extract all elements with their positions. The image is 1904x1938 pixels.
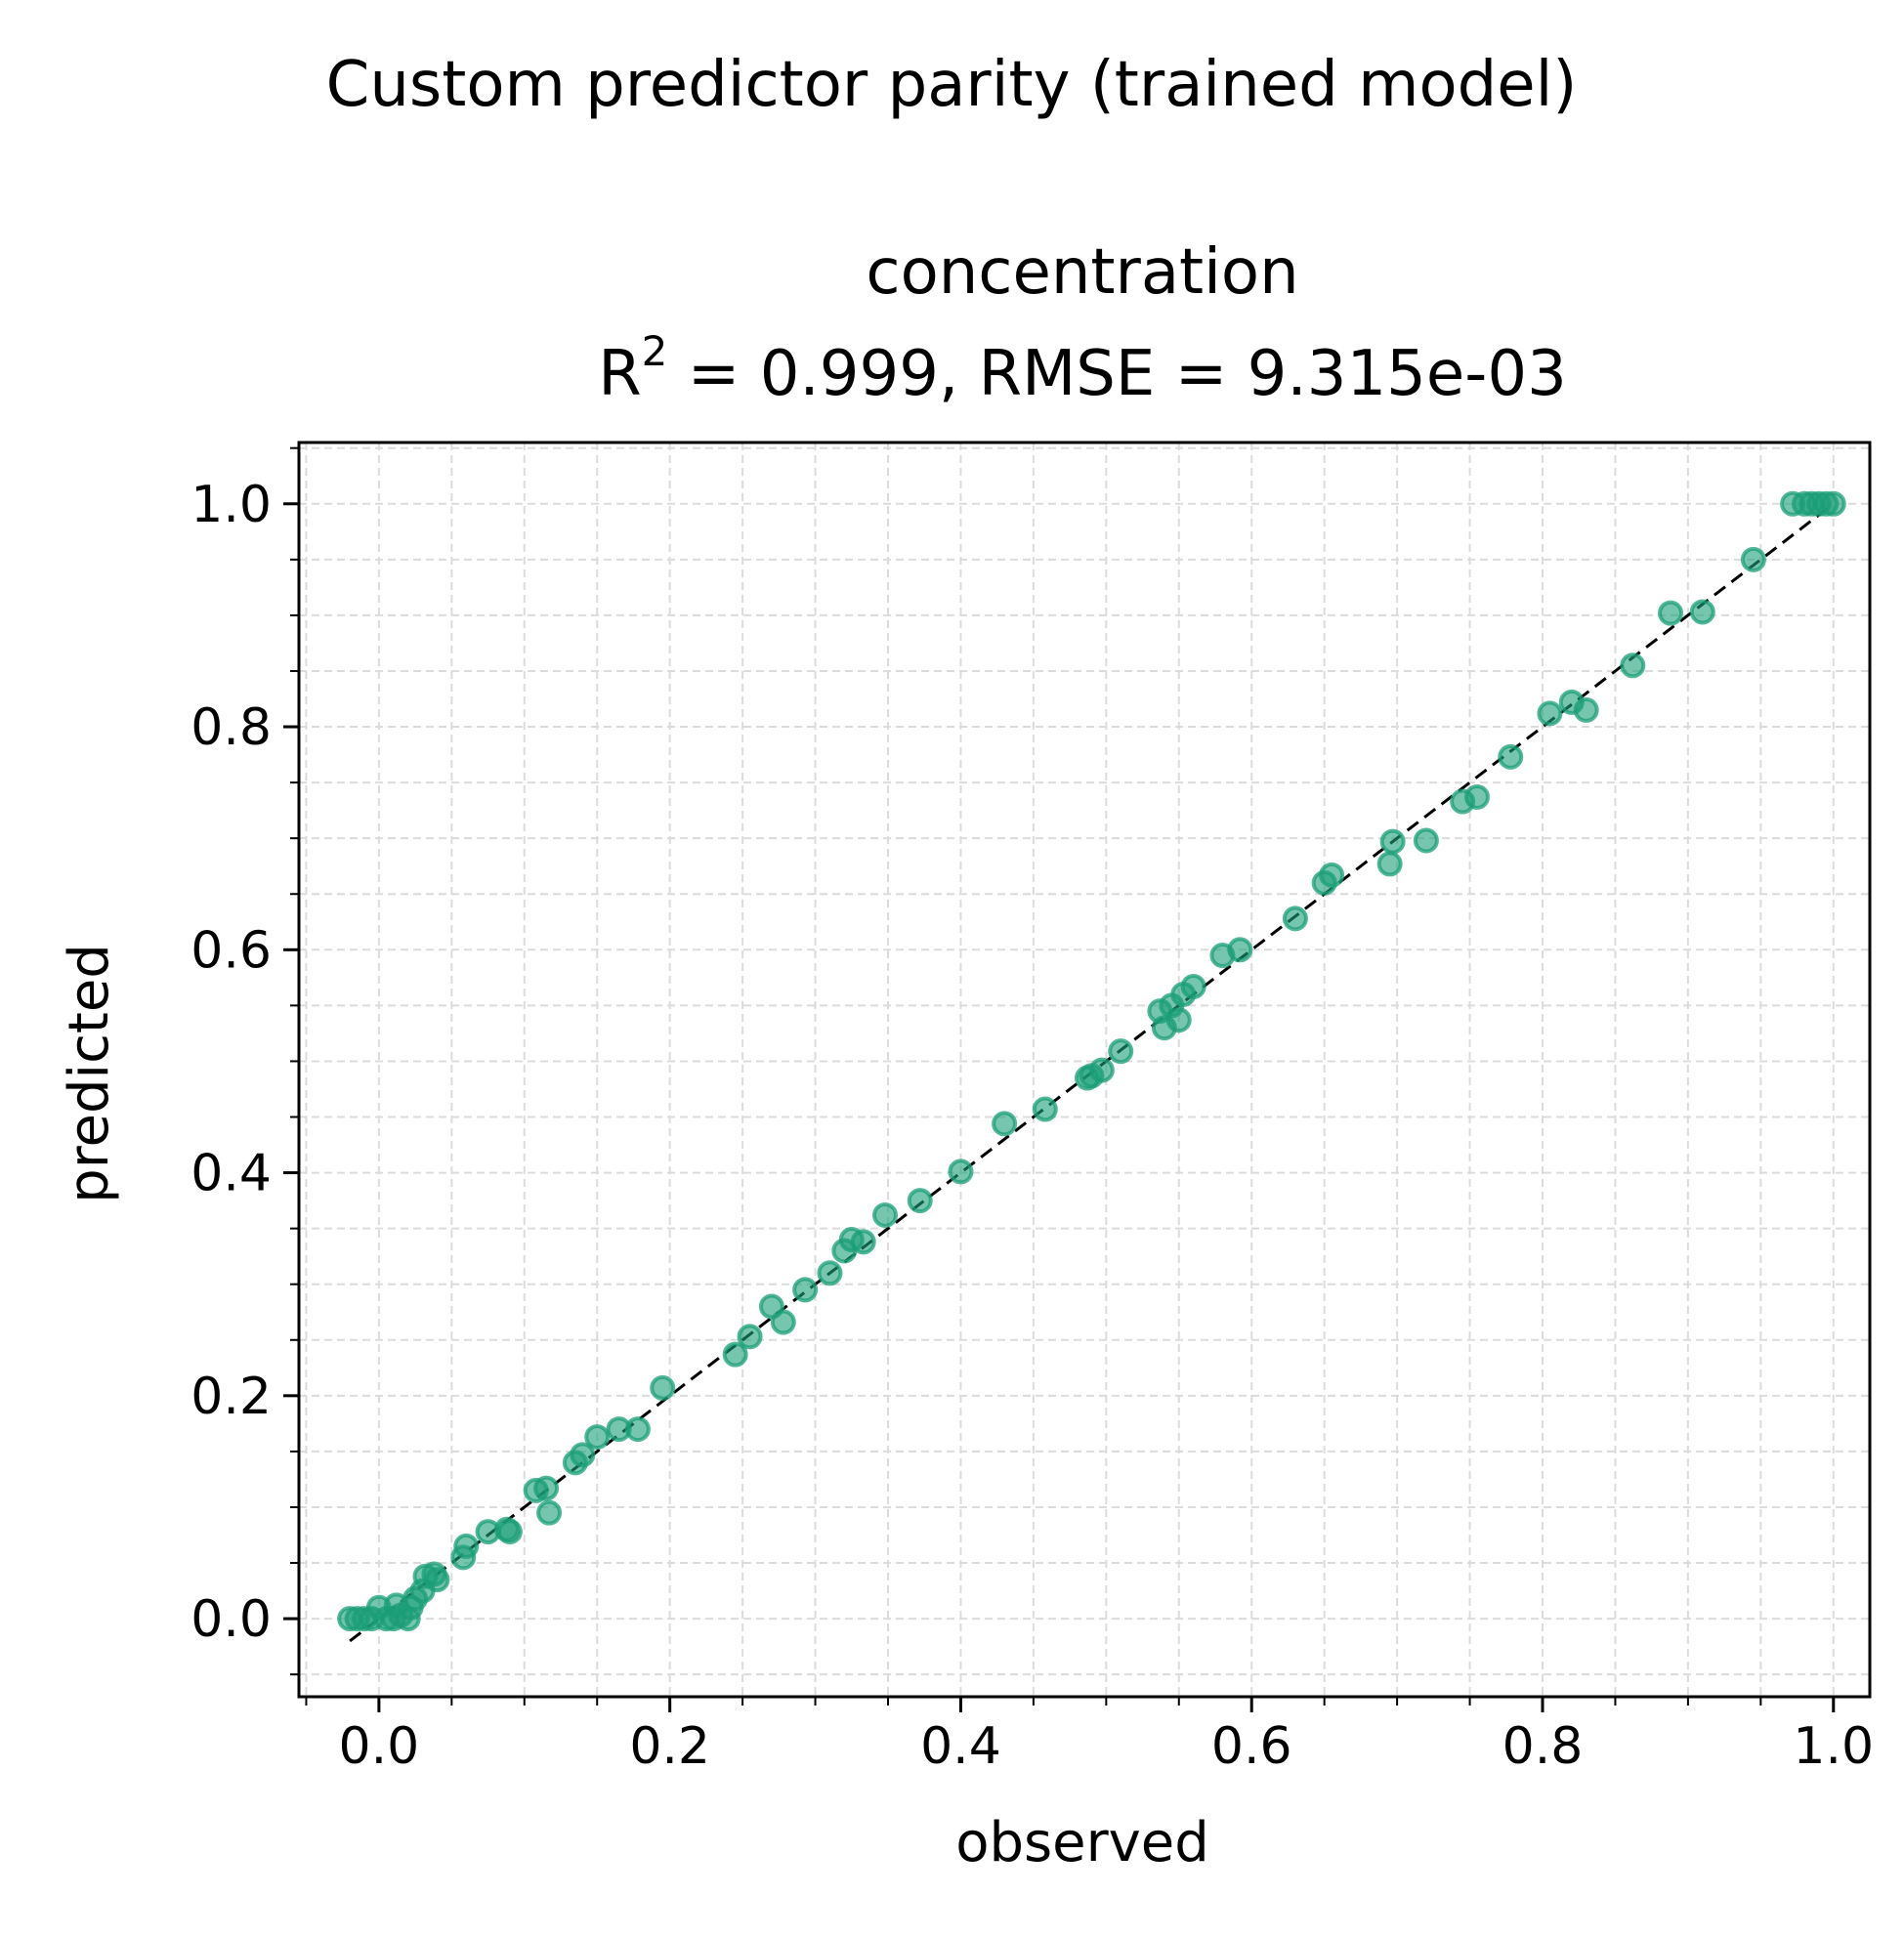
data-point <box>1620 653 1646 679</box>
y-tick-label: 0.6 <box>190 921 272 980</box>
data-point <box>496 1519 523 1545</box>
data-point <box>1032 1096 1058 1122</box>
data-point <box>570 1442 596 1468</box>
y-tick-label: 0.8 <box>190 698 272 757</box>
data-point <box>536 1499 563 1526</box>
axes <box>297 441 1872 1699</box>
data-point <box>1658 600 1684 626</box>
data-point <box>872 1201 899 1228</box>
data-point <box>1573 696 1599 723</box>
data-point <box>1464 783 1490 810</box>
data-point <box>1537 700 1563 727</box>
x-tick-label: 0.2 <box>629 1717 710 1776</box>
x-axis-label: observed <box>955 1811 1209 1875</box>
data-point <box>992 1111 1018 1137</box>
x-tick-label: 0.8 <box>1502 1717 1584 1776</box>
data-point <box>1180 973 1206 999</box>
subtitle-superscript: 2 <box>642 327 668 375</box>
data-point <box>1282 906 1308 932</box>
data-point <box>1319 862 1345 888</box>
data-point <box>792 1277 819 1303</box>
data-point <box>1376 851 1403 877</box>
data-point <box>650 1374 676 1401</box>
data-point <box>850 1229 876 1255</box>
data-points <box>337 490 1846 1632</box>
chart-title: concentration <box>866 236 1298 309</box>
subtitle-stats: = 0.999, RMSE = 9.315e-03 <box>667 338 1566 410</box>
data-point <box>533 1475 560 1501</box>
data-point <box>1740 546 1766 572</box>
plot-frame <box>297 441 1872 1699</box>
data-point <box>1165 1007 1192 1033</box>
data-point <box>948 1159 974 1185</box>
data-point <box>453 1533 480 1559</box>
data-point <box>584 1424 611 1451</box>
data-point <box>1498 743 1524 770</box>
y-axis-label: predicted <box>58 944 121 1203</box>
data-point <box>770 1309 796 1335</box>
y-tick-label: 0.2 <box>190 1368 272 1426</box>
data-point <box>737 1324 763 1350</box>
data-point <box>424 1567 450 1593</box>
data-point <box>1227 937 1253 963</box>
chart-subtitle: R2 = 0.999, RMSE = 9.315e-03 <box>598 327 1567 410</box>
figure-title: Custom predictor parity (trained model) <box>326 49 1578 121</box>
x-tick-label: 0.6 <box>1211 1717 1292 1776</box>
data-point <box>1689 599 1715 625</box>
data-point <box>1088 1057 1115 1083</box>
data-point <box>722 1341 748 1368</box>
data-point <box>1413 827 1439 854</box>
x-tick-label: 1.0 <box>1793 1717 1874 1776</box>
y-tick-label: 0.4 <box>190 1145 272 1203</box>
ticks: 0.0 0.2 0.4 0.6 0.8 1.0 0.0 0.2 0.4 0.6 0.8 1.0 <box>190 446 1874 1776</box>
data-point <box>1108 1038 1134 1065</box>
data-point <box>624 1416 651 1443</box>
x-tick-label: 0.0 <box>339 1717 420 1776</box>
grid <box>299 442 1870 1697</box>
data-point <box>1379 828 1406 855</box>
data-point <box>907 1188 933 1214</box>
y-tick-label: 1.0 <box>190 476 272 534</box>
x-tick-label: 0.4 <box>920 1717 1001 1776</box>
data-point <box>817 1260 843 1286</box>
y-tick-label: 0.0 <box>190 1590 272 1649</box>
subtitle-r: R <box>598 338 641 410</box>
data-point <box>1820 490 1846 517</box>
